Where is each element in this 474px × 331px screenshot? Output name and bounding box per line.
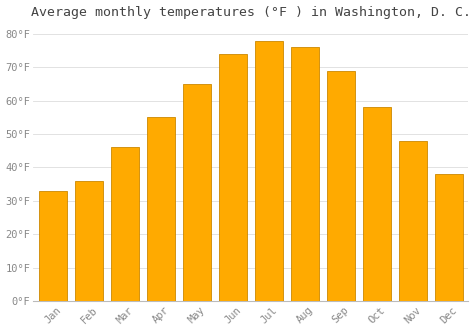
Bar <box>39 191 67 301</box>
Bar <box>327 71 355 301</box>
Title: Average monthly temperatures (°F ) in Washington, D. C.: Average monthly temperatures (°F ) in Wa… <box>31 6 471 19</box>
Bar <box>75 181 103 301</box>
Bar <box>111 147 139 301</box>
Bar <box>363 107 391 301</box>
Bar <box>435 174 463 301</box>
Bar <box>255 41 283 301</box>
Bar <box>399 141 427 301</box>
Bar <box>291 47 319 301</box>
Bar <box>183 84 211 301</box>
Bar <box>219 54 247 301</box>
Bar <box>147 118 175 301</box>
